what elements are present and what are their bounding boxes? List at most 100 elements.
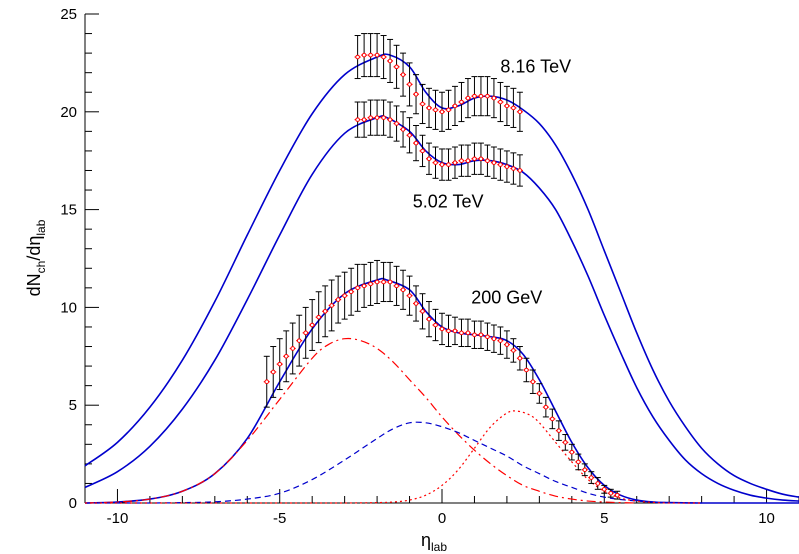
data-point [446, 328, 451, 334]
data-point [478, 332, 484, 338]
data-point [361, 283, 367, 289]
data-point [368, 115, 373, 120]
data-point [459, 330, 464, 336]
data-point [420, 148, 425, 154]
data-point [608, 490, 614, 496]
y-axis-title: dNch/dηlab [24, 219, 48, 296]
data-point [478, 156, 484, 162]
data-point [491, 336, 497, 341]
data-point [413, 301, 419, 306]
data-point [387, 117, 393, 122]
data-point [303, 330, 308, 336]
x-axis-title: ηlab [421, 530, 447, 554]
data-point [550, 416, 555, 422]
data-point [556, 428, 562, 433]
data-point [264, 379, 270, 385]
data-point [478, 93, 484, 99]
data-point [426, 156, 432, 162]
data-point [296, 338, 302, 343]
data-point [381, 54, 386, 60]
data-point [588, 475, 594, 480]
data-point [537, 391, 542, 396]
data-point [420, 309, 425, 314]
data-point [290, 346, 296, 351]
data-point [277, 361, 283, 367]
data-point [355, 54, 360, 60]
series-line-solid-0 [84, 53, 799, 498]
annotations: 8.16 TeV 5.02 TeV 200 GeV [413, 57, 571, 308]
data-point [452, 328, 458, 334]
data-point [459, 158, 464, 163]
data-point [465, 158, 471, 163]
data-point [400, 72, 406, 77]
data-point [400, 127, 406, 132]
data-point [368, 52, 373, 58]
data-point [381, 115, 386, 120]
data-point [361, 52, 367, 58]
data-point [355, 285, 360, 291]
data-point [335, 297, 341, 302]
data-point [485, 334, 490, 340]
data-point [465, 95, 471, 101]
data-point [439, 162, 445, 167]
data-point [446, 162, 451, 167]
data-point [374, 52, 380, 58]
y-axis-title-sub2: lab [34, 219, 48, 235]
annotation-0: 8.16 TeV [500, 57, 571, 77]
data-point [498, 338, 503, 343]
data-point [465, 330, 471, 336]
data-point [407, 293, 412, 298]
data-point [485, 93, 490, 99]
data-point [511, 105, 516, 111]
data-point [504, 342, 510, 347]
tick-labels: -10 -5 0 5 10 0 5 10 15 20 25 [60, 6, 775, 527]
data-point [329, 303, 334, 308]
data-point [491, 95, 497, 101]
data-points [263, 33, 621, 500]
data-point [283, 354, 289, 359]
y-axis-title-sub1: ch [34, 261, 48, 274]
data-point [511, 166, 516, 171]
data-point [394, 121, 399, 126]
data-set-0 [354, 33, 523, 132]
data-point [595, 481, 601, 486]
data-point [543, 404, 549, 410]
data-point [355, 117, 360, 122]
data-point [381, 279, 386, 285]
data-point [485, 158, 490, 163]
data-point [452, 160, 458, 165]
data-point [569, 449, 575, 455]
data-point [582, 467, 588, 473]
series-line-dashed-4 [85, 421, 702, 504]
data-point [309, 322, 315, 328]
data-point [439, 326, 445, 332]
data-point [614, 492, 620, 498]
x-tick-label: 5 [600, 510, 608, 527]
data-point [420, 101, 425, 107]
data-point [472, 332, 477, 338]
data-point [433, 160, 438, 165]
data-point [504, 103, 510, 109]
y-tick-label: 0 [69, 495, 77, 512]
annotation-2: 200 GeV [471, 287, 542, 307]
axes [84, 13, 799, 504]
data-point [524, 367, 529, 373]
x-axis-title-sub: lab [431, 540, 447, 554]
data-point [504, 164, 510, 169]
data-point [439, 109, 445, 115]
data-point [361, 117, 367, 122]
data-point [472, 156, 477, 162]
data-point [517, 109, 523, 115]
y-axis-title-main: dN [24, 273, 44, 296]
data-point [394, 283, 399, 289]
y-tick-label: 5 [69, 397, 77, 414]
series-line-dashdot-3 [84, 337, 637, 504]
data-point [446, 107, 451, 113]
data-point [387, 58, 393, 64]
data-point [342, 293, 347, 298]
y-axis-title-mid: /dη [24, 236, 44, 261]
data-point [433, 107, 438, 113]
data-point [498, 99, 503, 105]
data-point [433, 322, 438, 328]
